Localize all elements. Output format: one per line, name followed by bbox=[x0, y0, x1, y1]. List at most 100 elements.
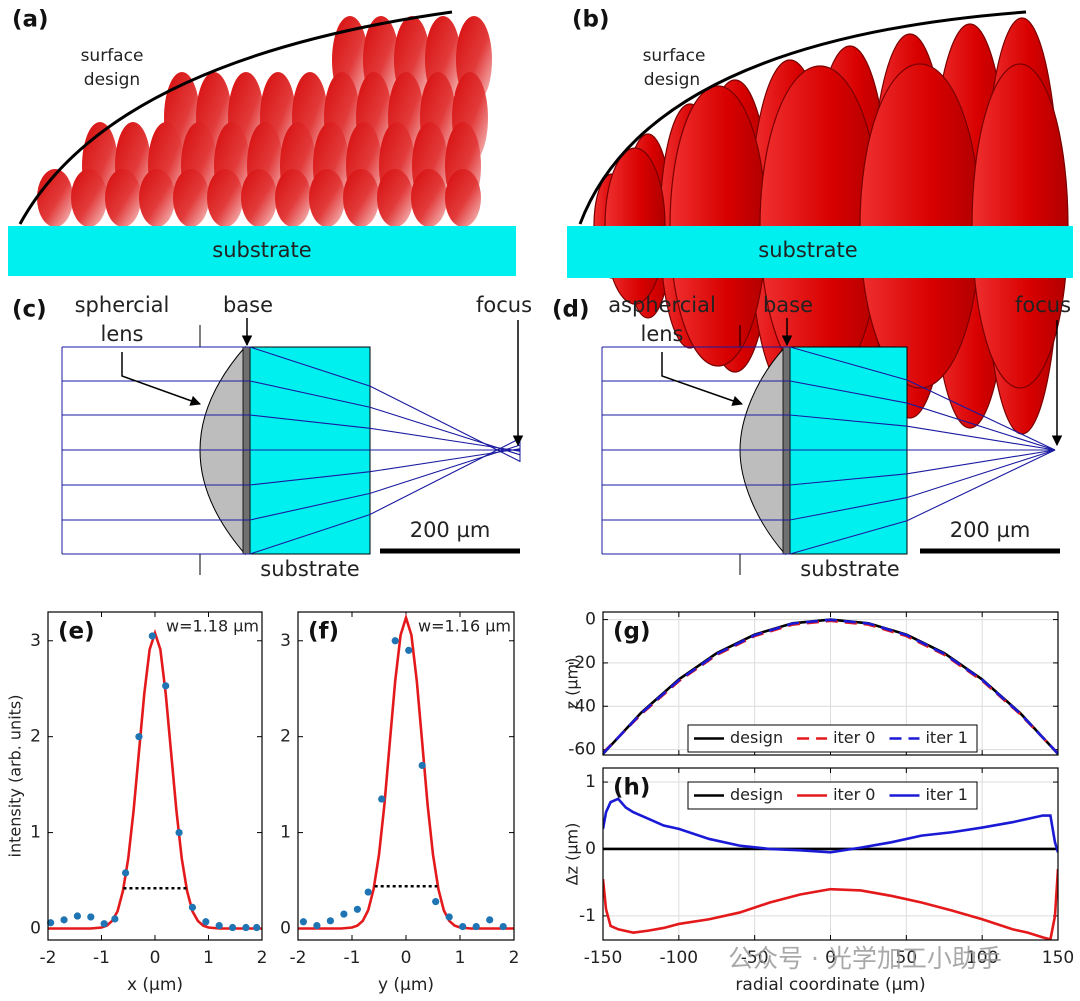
x-tick-label: -100 bbox=[660, 948, 699, 968]
watermark: 公众号 · 光学加工小助手 bbox=[728, 944, 1002, 973]
x-axis-label: x (µm) bbox=[127, 975, 183, 995]
microlens bbox=[207, 169, 243, 227]
chart: -150 -100 -50 0 50 100 150 -1 0 1 radial coordinat… bbox=[563, 767, 1074, 995]
data-point bbox=[188, 903, 197, 911]
legend-box bbox=[687, 724, 978, 753]
legend-label: iter 1 bbox=[925, 728, 967, 747]
microlens bbox=[377, 169, 413, 227]
y-tick-label: -40 bbox=[568, 696, 596, 716]
data-point bbox=[215, 922, 223, 930]
x-tick-label: 100 bbox=[966, 948, 998, 968]
plot-area bbox=[48, 612, 262, 940]
ray bbox=[62, 414, 521, 452]
data-point bbox=[299, 918, 307, 926]
x-axis-label: y (µm) bbox=[378, 975, 434, 995]
substrate-label: substrate bbox=[212, 238, 311, 262]
data-line bbox=[603, 868, 1058, 940]
y-tick-label: 0 bbox=[30, 918, 41, 938]
x-tick-label: -2 bbox=[40, 948, 57, 968]
ray bbox=[602, 449, 1056, 555]
data-point bbox=[313, 922, 321, 930]
y-tick-label: 3 bbox=[280, 631, 291, 651]
ray bbox=[602, 414, 1056, 451]
y-tick-label: 3 bbox=[30, 631, 41, 651]
legend-label: iter 0 bbox=[833, 785, 875, 804]
data-point bbox=[432, 898, 440, 906]
panel-label: (e) bbox=[58, 619, 95, 645]
x-tick-label: -50 bbox=[741, 948, 769, 968]
focus-label: focus bbox=[1015, 293, 1071, 317]
data-point bbox=[162, 682, 170, 690]
substrate bbox=[567, 226, 1073, 278]
lens-label: sphercial bbox=[75, 293, 170, 317]
y-tick-label: 2 bbox=[280, 727, 291, 747]
base-label: base bbox=[223, 293, 273, 317]
y-axis-label: intensity (arb. units) bbox=[6, 695, 25, 858]
scale-label: 200 µm bbox=[950, 518, 1031, 542]
data-point bbox=[364, 888, 372, 896]
microlens bbox=[275, 169, 311, 227]
data-point bbox=[135, 733, 143, 741]
ray bbox=[62, 448, 521, 486]
surface-label: surface bbox=[81, 46, 144, 66]
y-tick-label: -1 bbox=[579, 906, 596, 926]
chart: -60 -40 -20 0 z (µm) (g) design iter 0 iter 1 bbox=[563, 610, 1059, 760]
axes-box bbox=[602, 767, 1059, 941]
ray bbox=[62, 437, 521, 555]
data-point bbox=[60, 916, 68, 924]
ray bbox=[62, 380, 521, 456]
data-point bbox=[340, 910, 348, 918]
surface-label: design bbox=[644, 70, 700, 90]
microlens bbox=[139, 169, 175, 227]
axes-box bbox=[297, 611, 515, 941]
panel-label: (f) bbox=[308, 619, 339, 645]
microlens bbox=[343, 169, 379, 227]
x-tick-label: 1 bbox=[203, 948, 214, 968]
y-tick-label: 1 bbox=[30, 823, 41, 843]
data-point bbox=[47, 919, 55, 927]
microlens bbox=[71, 169, 107, 227]
ray bbox=[602, 449, 1056, 521]
microlens bbox=[241, 169, 277, 227]
data-point bbox=[87, 913, 95, 921]
data-point bbox=[459, 922, 467, 931]
x-tick-label: 2 bbox=[257, 948, 268, 968]
ray bbox=[62, 444, 521, 521]
data-point bbox=[100, 920, 108, 928]
ray bbox=[602, 380, 1056, 451]
data-point bbox=[499, 922, 507, 931]
axes-box bbox=[47, 611, 263, 941]
data-point bbox=[242, 923, 250, 932]
chart: -2 -1 0 1 2 0 1 2 3 y (µm) (f) w=1.16 µm bbox=[280, 611, 519, 995]
plot-area bbox=[298, 612, 514, 940]
ray bbox=[602, 346, 1056, 451]
legend-label: design bbox=[730, 785, 783, 804]
legend-box bbox=[687, 781, 978, 810]
y-axis-label: z (µm) bbox=[563, 658, 582, 710]
surface-curve bbox=[578, 10, 1027, 225]
data-point bbox=[253, 923, 261, 932]
data-point bbox=[472, 922, 480, 931]
y-tick-label: 0 bbox=[280, 918, 291, 938]
x-tick-label: -2 bbox=[290, 948, 307, 968]
panel-label: (b) bbox=[572, 7, 610, 33]
x-tick-label: 150 bbox=[1042, 948, 1074, 968]
data-point bbox=[175, 828, 183, 837]
surface-label: surface bbox=[643, 46, 706, 66]
x-tick-label: -150 bbox=[584, 948, 623, 968]
x-tick-label: -1 bbox=[344, 948, 361, 968]
substrate-label: substrate bbox=[758, 238, 857, 262]
panel-label: (h) bbox=[613, 775, 650, 801]
microlens bbox=[445, 169, 481, 227]
panel-label: (d) bbox=[552, 297, 590, 323]
data-point bbox=[148, 632, 156, 640]
y-tick-label: 1 bbox=[280, 823, 291, 843]
data-point bbox=[353, 905, 361, 913]
y-tick-label: 0 bbox=[585, 839, 596, 859]
focus-label: focus bbox=[476, 293, 532, 317]
x-tick-label: 1 bbox=[455, 948, 466, 968]
ray bbox=[62, 346, 521, 462]
ray bbox=[602, 449, 1056, 486]
data-point bbox=[391, 637, 399, 645]
